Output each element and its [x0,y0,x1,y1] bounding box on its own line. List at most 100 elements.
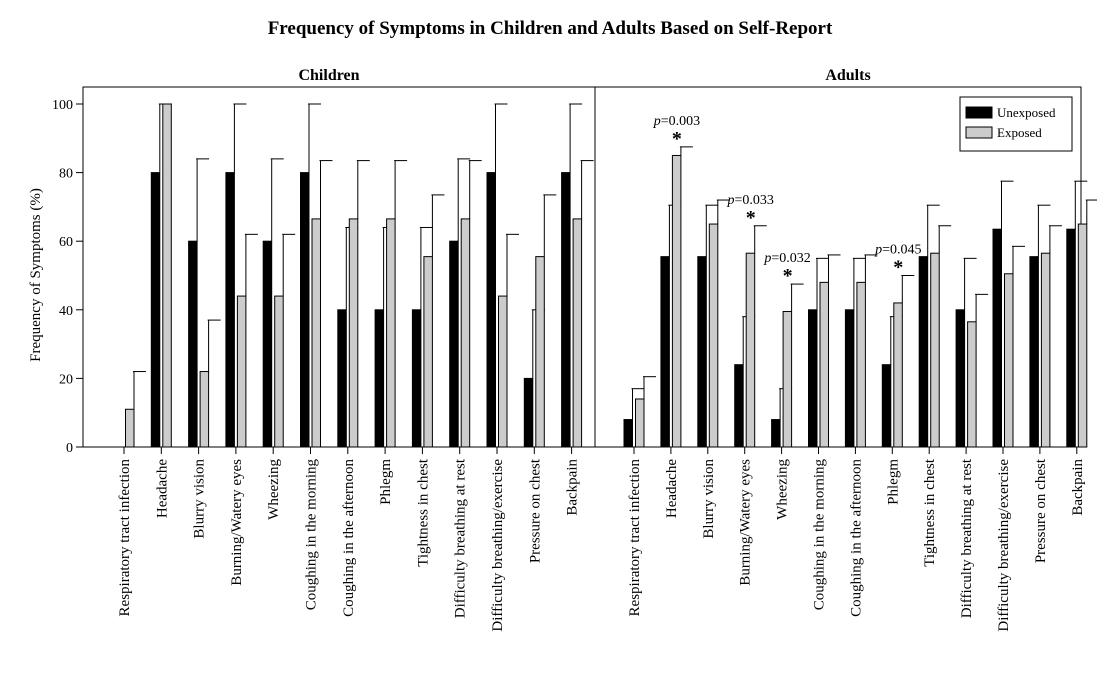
bar-unexposed-respiratory-tract-infection [623,419,633,448]
significance-star: * [893,257,903,279]
bar-unexposed-burning-watery-eyes [225,172,235,448]
bar-unexposed-blurry-vision [188,240,198,448]
x-tick-label-coughing-in-the-morning: Coughing in the morning [304,459,320,611]
x-tick-label-difficulty-breathing-exercise: Difficulty breathing/exercise [490,459,506,632]
legend-swatch-exposed [965,126,993,139]
x-tick-label-burning-watery-eyes: Burning/Watery eyes [738,459,754,586]
significance-star: * [783,265,793,287]
bar-exposed-respiratory-tract-infection [125,408,135,448]
y-tick-label: 80 [59,167,73,182]
bar-exposed-tightness-in-chest [930,252,940,448]
bar-unexposed-wheezing [771,419,781,448]
bar-exposed-phlegm [386,218,396,448]
bar-exposed-pressure-on-chest [535,256,545,448]
bar-exposed-burning-watery-eyes [745,252,756,448]
x-tick-label-backpain: Backpain [565,459,581,516]
x-tick-label-burning-watery-eyes: Burning/Watery eyes [229,459,245,586]
x-tick-label-tightness-in-chest: Tightness in chest [922,458,938,567]
bar-exposed-tightness-in-chest [423,256,433,448]
bar-exposed-pressure-on-chest [1040,252,1051,448]
y-tick-label: 20 [59,372,73,387]
bar-exposed-coughing-in-the-morning [819,281,829,448]
p-value-annotation: p=0.045 [874,243,921,258]
bar-unexposed-pressure-on-chest [523,377,534,448]
y-tick-label: 0 [66,441,73,456]
panel-adults: Adults Respiratory tract infection Headach… [594,67,1097,632]
bar-exposed-headache [162,103,172,448]
bar-exposed-difficulty-breathing-at-rest [460,218,471,448]
bar-exposed-coughing-in-the-afternoon [348,218,359,448]
x-tick-label-wheezing: Wheezing [266,459,282,520]
p-value-annotation: p=0.032 [763,251,810,266]
bar-exposed-respiratory-tract-infection [635,398,645,448]
bar-exposed-backpain [572,218,583,448]
bar-exposed-blurry-vision [708,223,719,448]
bar-exposed-headache [671,154,682,448]
bar-unexposed-pressure-on-chest [1029,256,1039,448]
x-tick-label-backpain: Backpain [1070,459,1086,516]
x-tick-label-coughing-in-the-morning: Coughing in the morning [812,459,828,611]
bar-unexposed-headache [660,256,670,448]
bar-exposed-burning-watery-eyes [236,295,247,448]
bar-exposed-difficulty-breathing-at-rest [967,321,977,448]
x-tick-label-phlegm: Phlegm [885,459,901,505]
bar-unexposed-burning-watery-eyes [734,364,744,448]
x-tick-label-respiratory-tract-infection: Respiratory tract infection [627,459,643,617]
x-tick-label-difficulty-breathing-at-rest: Difficulty breathing at rest [959,458,975,618]
bar-exposed-difficulty-breathing-exercise [1004,273,1014,448]
x-tick-label-difficulty-breathing-at-rest: Difficulty breathing at rest [453,458,469,618]
bar-unexposed-backpain [1066,228,1076,448]
bar-unexposed-phlegm [374,309,385,448]
y-tick-label: 60 [59,235,73,250]
bar-exposed-coughing-in-the-afternoon [856,281,866,448]
bar-unexposed-difficulty-breathing-exercise [992,228,1002,448]
y-tick-label: 40 [59,304,73,319]
bar-exposed-coughing-in-the-morning [311,218,321,448]
bar-unexposed-coughing-in-the-morning [808,309,818,448]
bar-unexposed-blurry-vision [697,256,707,448]
bar-unexposed-tightness-in-chest [411,309,422,448]
p-value-annotation: p=0.003 [653,114,700,129]
x-tick-label-difficulty-breathing-exercise: Difficulty breathing/exercise [996,459,1012,632]
bar-exposed-backpain [1077,223,1088,448]
y-tick-label: 100 [52,98,73,113]
chart-title: Frequency of Symptoms in Children and Ad… [268,18,833,39]
bar-unexposed-difficulty-breathing-exercise [486,172,496,448]
bar-unexposed-coughing-in-the-morning [300,172,310,448]
bar-exposed-phlegm [893,302,903,448]
x-tick-label-blurry-vision: Blurry vision [701,459,717,539]
x-tick-label-blurry-vision: Blurry vision [192,459,208,539]
x-tick-label-coughing-in-the-afternoon: Coughing in the afternoon [341,459,357,617]
bar-unexposed-difficulty-breathing-at-rest [449,240,459,448]
significance-star: * [746,207,756,229]
bar-unexposed-coughing-in-the-afternoon [337,309,347,448]
legend-label-unexposed: Unexposed [997,105,1056,120]
legend-box [959,96,1073,152]
bar-exposed-wheezing [274,295,284,448]
panel-title: Children [298,67,359,84]
panel-children: Children 0 20 40 60 80 100 Respiratory tract in… [52,67,596,632]
x-tick-label-phlegm: Phlegm [378,459,394,505]
bar-exposed-blurry-vision [199,371,210,448]
x-tick-label-coughing-in-the-afternoon: Coughing in the afternoon [848,459,864,617]
x-tick-label-respiratory-tract-infection: Respiratory tract infection [117,459,133,617]
bar-unexposed-tightness-in-chest [918,256,929,448]
x-tick-label-pressure-on-chest: Pressure on chest [1033,458,1049,563]
chart-panels: Children 0 20 40 60 80 100 Respiratory tract in… [52,67,1097,632]
significance-star: * [672,128,682,150]
bar-unexposed-headache [150,172,161,448]
bar-unexposed-phlegm [881,364,892,448]
legend: Unexposed Exposed [959,96,1073,152]
bar-unexposed-coughing-in-the-afternoon [844,309,855,448]
x-tick-label-headache: Headache [154,459,170,518]
bar-exposed-difficulty-breathing-exercise [498,295,508,448]
x-tick-label-headache: Headache [664,459,680,518]
bar-unexposed-wheezing [262,240,273,448]
y-axis-label: Frequency of Symptoms (%) [28,188,44,362]
x-tick-label-wheezing: Wheezing [775,459,791,520]
bar-unexposed-difficulty-breathing-at-rest [955,309,966,448]
p-value-annotation: p=0.033 [726,193,773,208]
legend-label-exposed: Exposed [997,125,1042,140]
x-tick-label-pressure-on-chest: Pressure on chest [527,458,543,563]
